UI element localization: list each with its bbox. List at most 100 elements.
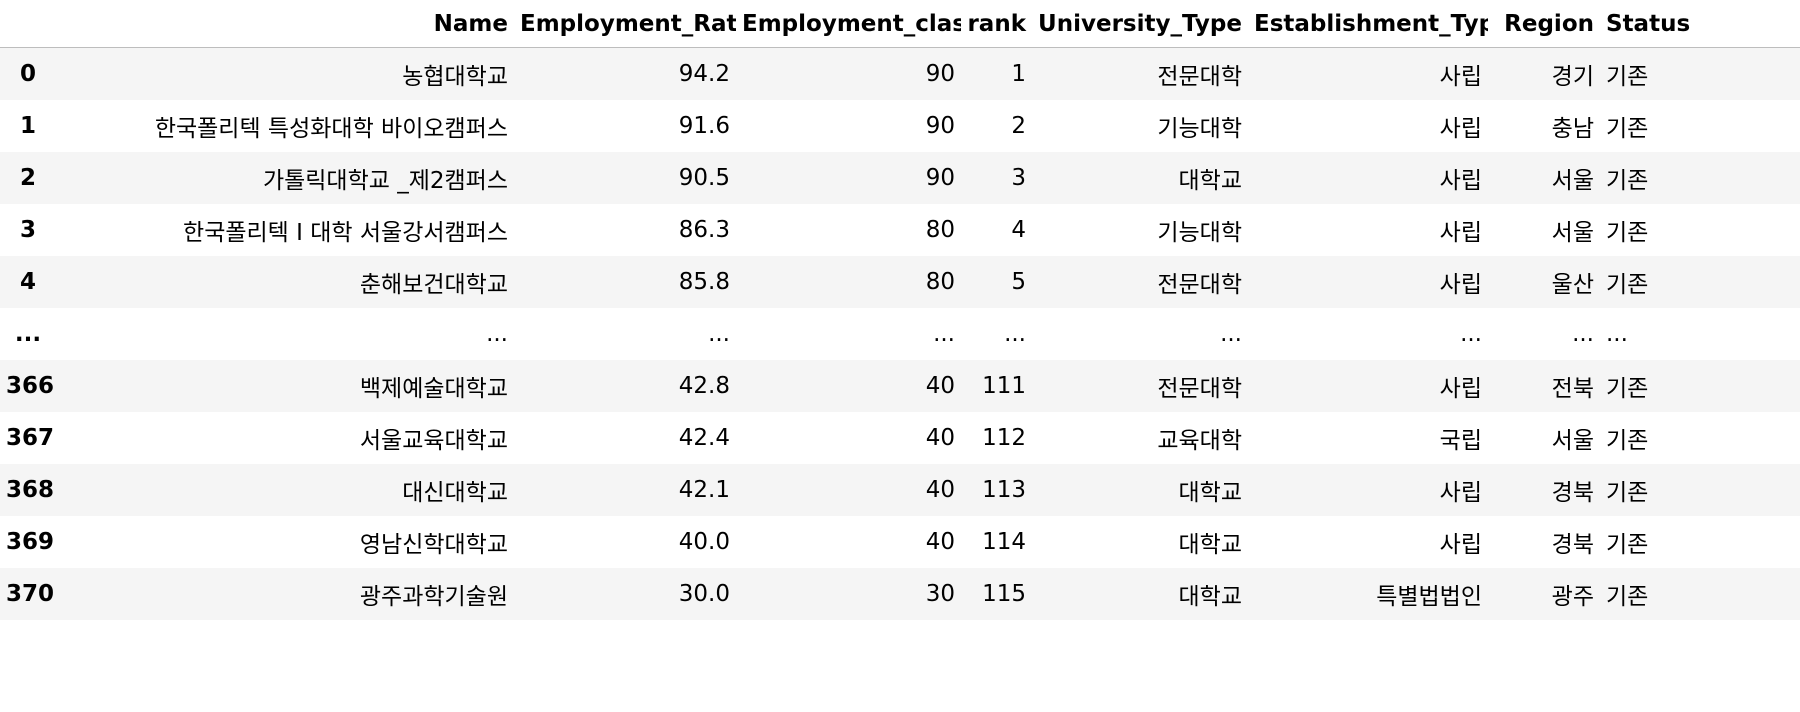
status-cell: 기존	[1606, 115, 1649, 142]
row-index: 0	[19, 60, 36, 87]
region-cell: 광주	[1551, 583, 1594, 610]
establishment-type-cell: 사립	[1439, 479, 1482, 506]
status-cell: 기존	[1606, 375, 1649, 402]
name-cell: 서울교육대학교	[359, 427, 508, 454]
status-cell: 기존	[1606, 167, 1649, 194]
university-type-cell: 전문대학	[1157, 375, 1242, 402]
establishment-type-cell: 사립	[1439, 63, 1482, 90]
row-index: 368	[6, 476, 55, 503]
rank-cell: 1	[1011, 60, 1026, 87]
university-type-cell: 전문대학	[1157, 63, 1242, 90]
region-cell: 서울	[1551, 219, 1594, 246]
row-index: 367	[6, 424, 55, 451]
status-cell: 기존	[1606, 427, 1649, 454]
establishment-type-cell: 사립	[1439, 115, 1482, 142]
establishment-type-cell: 사립	[1439, 531, 1482, 558]
employment-rate-cell: 91.6	[678, 112, 730, 139]
employment-class-cell: 40	[925, 476, 955, 503]
employment-class-cell: 80	[925, 216, 955, 243]
employment-class-cell: 30	[925, 580, 955, 607]
dataframe-table: Name Employment_Rate Employment_class rank U…	[0, 0, 1800, 620]
table-row: 368 대신대학교 42.1 40 113 대학교 사립 경북 기존	[0, 463, 1800, 516]
header-row: Name Employment_Rate Employment_class rank U…	[0, 0, 1800, 48]
row-index: 4	[19, 268, 36, 295]
employment-class-cell: 40	[925, 372, 955, 399]
employment-rate-cell: 42.1	[678, 476, 730, 503]
name-cell: 농협대학교	[402, 63, 508, 90]
employment-class-cell: 40	[925, 424, 955, 451]
row-index: 1	[19, 112, 36, 139]
status-cell: 기존	[1606, 479, 1649, 506]
employment-rate-cell: 85.8	[678, 268, 730, 295]
row-index: 366	[6, 372, 55, 399]
employment-rate-header: Employment_Rate	[514, 0, 736, 48]
name-cell: 한국폴리텍 I 대학 서울강서캠퍼스	[183, 219, 508, 246]
establishment-type-cell: 특별법법인	[1376, 583, 1482, 610]
employment-class-cell: ...	[933, 320, 955, 347]
region-cell: ...	[1572, 320, 1594, 347]
employment-rate-cell: ...	[708, 320, 730, 347]
employment-rate-cell: 94.2	[678, 60, 730, 87]
establishment-type-cell: 사립	[1439, 219, 1482, 246]
employment-class-cell: 90	[925, 60, 955, 87]
employment-class-header: Employment_class	[736, 0, 961, 48]
employment-rate-cell: 42.4	[678, 424, 730, 451]
employment-class-cell: 90	[925, 112, 955, 139]
rank-cell: 112	[982, 424, 1026, 451]
region-cell: 경북	[1551, 479, 1594, 506]
table-row: ...........................	[0, 307, 1800, 360]
region-cell: 전북	[1551, 375, 1594, 402]
table-row: 0 농협대학교 94.2 90 1 전문대학 사립 경기 기존	[0, 47, 1800, 100]
name-cell: 대신대학교	[402, 479, 508, 506]
employment-rate-cell: 42.8	[678, 372, 730, 399]
name-cell: 가톨릭대학교 _제2캠퍼스	[262, 167, 508, 194]
table-row: 367 서울교육대학교 42.4 40 112 교육대학 국립 서울 기존	[0, 411, 1800, 464]
rank-cell: 115	[982, 580, 1026, 607]
table-body: 0 농협대학교 94.2 90 1 전문대학 사립 경기 기존 1 한국폴리텍 특성화대학 바이오캠…	[0, 47, 1800, 620]
status-header: Status	[1600, 0, 1800, 48]
rank-cell: 4	[1011, 216, 1026, 243]
employment-class-cell: 90	[925, 164, 955, 191]
employment-class-cell: 40	[925, 528, 955, 555]
rank-cell: 114	[982, 528, 1026, 555]
table-row: 369 영남신학대학교 40.0 40 114 대학교 사립 경북 기존	[0, 515, 1800, 568]
name-cell: ...	[486, 320, 508, 347]
university-type-cell: 대학교	[1178, 167, 1242, 194]
status-cell: 기존	[1606, 219, 1649, 246]
university-type-cell: 대학교	[1178, 583, 1242, 610]
rank-cell: 3	[1011, 164, 1026, 191]
name-cell: 영남신학대학교	[359, 531, 508, 558]
university-type-cell: 전문대학	[1157, 271, 1242, 298]
table-row: 1 한국폴리텍 특성화대학 바이오캠퍼스 91.6 90 2 기능대학 사립 충남 기존	[0, 99, 1800, 152]
university-type-cell: ...	[1220, 320, 1242, 347]
rank-cell: 111	[982, 372, 1026, 399]
row-index: 370	[6, 580, 55, 607]
row-index: ...	[14, 320, 42, 347]
region-cell: 울산	[1551, 271, 1594, 298]
rank-cell: 2	[1011, 112, 1026, 139]
rank-cell: ...	[1004, 320, 1026, 347]
region-cell: 서울	[1551, 427, 1594, 454]
region-cell: 서울	[1551, 167, 1594, 194]
establishment-type-header: Establishment_Type	[1248, 0, 1488, 48]
establishment-type-cell: 사립	[1439, 375, 1482, 402]
employment-rate-cell: 90.5	[678, 164, 730, 191]
table-row: 370 광주과학기술원 30.0 30 115 대학교 특별법법인 광주 기존	[0, 567, 1800, 620]
university-type-header: University_Type	[1032, 0, 1248, 48]
university-type-cell: 대학교	[1178, 531, 1242, 558]
employment-rate-cell: 40.0	[678, 528, 730, 555]
name-header: Name	[56, 0, 514, 48]
establishment-type-cell: ...	[1460, 320, 1482, 347]
table-row: 366 백제예술대학교 42.8 40 111 전문대학 사립 전북 기존	[0, 359, 1800, 412]
region-cell: 경북	[1551, 531, 1594, 558]
region-cell: 충남	[1551, 115, 1594, 142]
table-row: 4 춘해보건대학교 85.8 80 5 전문대학 사립 울산 기존	[0, 255, 1800, 308]
index-header	[0, 0, 56, 48]
table-row: 2 가톨릭대학교 _제2캠퍼스 90.5 90 3 대학교 사립 서울 기존	[0, 151, 1800, 204]
status-cell: ...	[1606, 320, 1628, 347]
table-row: 3 한국폴리텍 I 대학 서울강서캠퍼스 86.3 80 4 기능대학 사립 서울 기존	[0, 203, 1800, 256]
rank-cell: 5	[1011, 268, 1026, 295]
university-type-cell: 기능대학	[1157, 115, 1242, 142]
name-cell: 백제예술대학교	[359, 375, 508, 402]
university-type-cell: 교육대학	[1157, 427, 1242, 454]
